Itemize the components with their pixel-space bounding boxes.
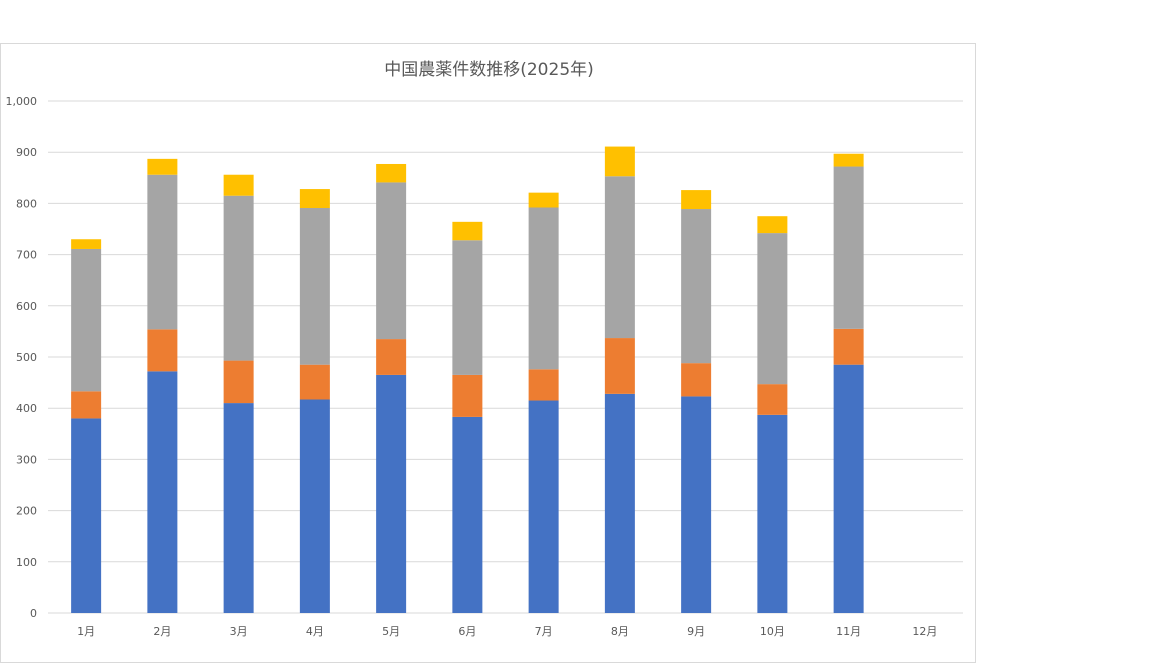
bar-segment-series-3: [604, 176, 635, 339]
bar-segment-series-3: [147, 174, 178, 330]
bar-segment-series-4: [71, 239, 102, 249]
bar-segment-series-2: [681, 363, 712, 397]
bar-segment-series-3: [681, 209, 712, 364]
bar-segment-series-3: [71, 248, 102, 392]
x-tick-label: 12月: [912, 625, 937, 638]
bar-segment-series-1: [681, 396, 712, 613]
x-tick-label: 8月: [611, 625, 629, 638]
bar-segment-series-2: [299, 364, 330, 400]
bar-segment-series-2: [833, 328, 864, 365]
bar-segment-series-1: [223, 403, 254, 613]
bar-segment-series-3: [376, 182, 407, 340]
y-tick-label: 300: [16, 453, 37, 466]
y-tick-label: 0: [30, 607, 37, 620]
x-tick-label: 4月: [306, 625, 324, 638]
bar-segment-series-2: [452, 374, 483, 417]
x-tick-label: 3月: [230, 625, 248, 638]
bar-segment-series-1: [147, 371, 178, 613]
gridlines: [48, 100, 963, 614]
bar-segment-series-1: [833, 364, 864, 613]
bar-segment-series-1: [452, 416, 483, 613]
bar-segment-series-4: [299, 189, 330, 209]
bar-segment-series-4: [147, 158, 178, 175]
x-tick-label: 5月: [382, 625, 400, 638]
x-tick-label: 9月: [687, 625, 705, 638]
x-tick-label: 6月: [458, 625, 476, 638]
y-tick-label: 700: [16, 249, 37, 262]
bar-segment-series-4: [376, 163, 407, 183]
bar-segment-series-4: [452, 221, 483, 241]
y-tick-label: 500: [16, 351, 37, 364]
y-tick-label: 400: [16, 402, 37, 415]
x-axis-tick-labels: 1月 2月 3月 4月 5月 6月 7月 8月 9月 10月 11月 12月: [77, 625, 937, 638]
bar-segment-series-4: [528, 192, 559, 208]
x-tick-label: 7月: [535, 625, 553, 638]
y-tick-label: 1,000: [6, 95, 38, 108]
bar-segment-series-4: [757, 216, 788, 234]
bar-segment-series-3: [299, 208, 330, 365]
bar-segment-series-4: [604, 146, 635, 177]
y-tick-label: 600: [16, 300, 37, 313]
bar-segment-series-1: [757, 414, 788, 613]
bar-segment-series-2: [528, 369, 559, 401]
bar-segment-series-3: [833, 166, 864, 329]
bar-segment-series-1: [71, 418, 102, 613]
y-axis-tick-labels: 0 100 200 300 400 500 600 700 800 900 1,000: [6, 95, 38, 620]
bar-segment-series-4: [681, 190, 712, 210]
stacked-bar-chart: 中国農薬件数推移(2025年) 0 100 200 300 400 500 600 700 80…: [6, 60, 963, 638]
x-tick-label: 2月: [153, 625, 171, 638]
bar-segment-series-3: [757, 233, 788, 385]
x-tick-label: 11月: [836, 625, 861, 638]
bar-segment-series-1: [299, 399, 330, 613]
y-tick-label: 200: [16, 505, 37, 518]
bar-segment-series-3: [223, 195, 254, 361]
bar-segment-series-3: [528, 207, 559, 370]
bar-segment-series-2: [223, 360, 254, 404]
y-tick-label: 100: [16, 556, 37, 569]
bar-segment-series-3: [452, 240, 483, 375]
y-tick-label: 900: [16, 146, 37, 159]
bar-segment-series-4: [223, 174, 254, 196]
x-tick-label: 1月: [77, 625, 95, 638]
bar-segment-series-2: [71, 391, 102, 419]
bars: [71, 146, 864, 613]
bar-segment-series-2: [147, 329, 178, 372]
y-tick-label: 800: [16, 197, 37, 210]
bar-segment-series-2: [376, 339, 407, 375]
bar-segment-series-2: [604, 338, 635, 394]
bar-segment-series-4: [833, 153, 864, 167]
chart-title: 中国農薬件数推移(2025年): [384, 60, 594, 80]
bar-segment-series-2: [757, 384, 788, 415]
x-tick-label: 10月: [760, 625, 785, 638]
bar-segment-series-1: [376, 374, 407, 613]
bar-segment-series-1: [528, 400, 559, 613]
bar-segment-series-1: [604, 393, 635, 613]
